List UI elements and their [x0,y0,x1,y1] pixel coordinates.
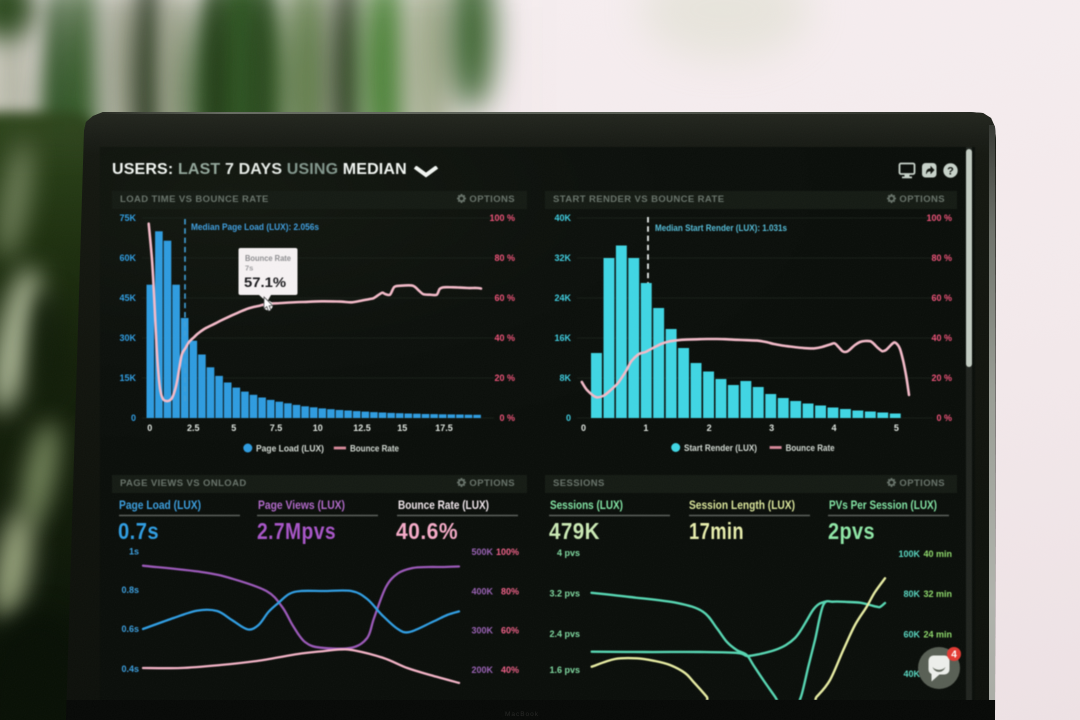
svg-text:40K: 40K [554,213,571,223]
svg-text:17.5: 17.5 [435,423,453,433]
svg-text:0: 0 [131,413,136,423]
svg-text:45K: 45K [119,293,136,303]
svg-text:0 %: 0 % [936,413,952,423]
svg-text:4: 4 [831,423,836,433]
svg-text:40%: 40% [501,665,519,675]
svg-text:80 %: 80 % [931,253,952,263]
svg-text:12.5: 12.5 [353,423,371,433]
svg-text:0.6s: 0.6s [121,624,139,634]
svg-text:32 min: 32 min [923,589,952,599]
svg-text:15: 15 [397,423,407,433]
svg-text:3.2 pvs: 3.2 pvs [549,589,580,599]
svg-text:100 %: 100 % [926,213,952,223]
svg-text:400K: 400K [471,587,493,597]
svg-text:500K: 500K [471,547,493,557]
svg-text:24 min: 24 min [923,630,952,640]
svg-text:60%: 60% [501,626,519,636]
svg-text:60K: 60K [119,253,136,263]
svg-text:100 %: 100 % [489,213,515,223]
svg-text:60 %: 60 % [931,293,952,303]
svg-text:Bounce Rate: Bounce Rate [786,443,835,454]
svg-text:2.7Mpvs: 2.7Mpvs [257,518,336,544]
svg-text:0: 0 [581,423,586,433]
svg-text:3: 3 [769,423,774,433]
svg-text:1.6 pvs: 1.6 pvs [549,665,580,675]
svg-text:80 %: 80 % [494,253,515,263]
svg-text:479K: 479K [549,518,600,544]
svg-text:1s: 1s [129,547,139,557]
svg-text:20 %: 20 % [931,373,952,383]
svg-text:0: 0 [566,413,571,423]
svg-text:Session Length (LUX): Session Length (LUX) [689,500,795,512]
svg-text:60K: 60K [903,630,920,640]
svg-text:2.5: 2.5 [187,423,200,433]
svg-text:100%: 100% [496,547,519,557]
svg-text:?: ? [947,165,954,177]
svg-text:20 %: 20 % [494,373,515,383]
svg-text:200K: 200K [471,665,493,675]
svg-text:100K: 100K [898,549,920,559]
svg-text:4 pvs: 4 pvs [557,548,580,558]
svg-text:40 %: 40 % [931,333,952,343]
svg-text:Bounce Rate (LUX): Bounce Rate (LUX) [398,500,489,512]
svg-text:Page Load (LUX): Page Load (LUX) [256,444,324,455]
svg-text:10: 10 [313,423,323,433]
svg-text:Page Views (LUX): Page Views (LUX) [258,500,345,512]
svg-text:80%: 80% [501,587,519,597]
svg-text:Bounce Rate: Bounce Rate [350,444,399,455]
svg-text:Start Render (LUX): Start Render (LUX) [684,443,757,454]
svg-text:17min: 17min [689,518,744,544]
svg-text:5: 5 [894,423,899,433]
svg-text:Median Page Load (LUX): 2.056s: Median Page Load (LUX): 2.056s [191,222,319,233]
svg-text:5: 5 [231,423,236,433]
svg-text:40 %: 40 % [494,333,515,343]
svg-text:PVs Per Session (LUX): PVs Per Session (LUX) [829,500,937,512]
svg-text:2pvs: 2pvs [828,518,875,544]
svg-text:Page Load (LUX): Page Load (LUX) [119,500,201,512]
svg-text:4: 4 [951,650,957,661]
svg-text:Median Start Render (LUX): 1.0: Median Start Render (LUX): 1.031s [655,223,787,234]
svg-text:57.1%: 57.1% [244,275,286,290]
svg-text:75K: 75K [119,213,136,223]
svg-text:30K: 30K [119,333,136,343]
svg-text:8K: 8K [559,373,571,383]
svg-text:80K: 80K [903,589,920,599]
svg-text:2.4 pvs: 2.4 pvs [549,629,580,639]
svg-text:15K: 15K [119,373,136,383]
svg-text:0.4s: 0.4s [121,664,139,674]
svg-text:0 %: 0 % [499,413,515,423]
svg-text:40.6%: 40.6% [396,518,458,544]
svg-text:7s: 7s [245,264,253,273]
svg-text:300K: 300K [471,626,493,636]
svg-text:1: 1 [643,423,648,433]
svg-text:Sessions (LUX): Sessions (LUX) [550,500,623,512]
svg-text:2: 2 [707,423,712,433]
svg-text:0: 0 [147,423,152,433]
svg-text:Bounce Rate: Bounce Rate [245,254,292,263]
svg-text:40 min: 40 min [923,549,952,559]
svg-text:7.5: 7.5 [270,423,283,433]
svg-text:60 %: 60 % [494,293,515,303]
svg-text:24K: 24K [554,293,571,303]
svg-text:0.8s: 0.8s [121,585,139,595]
svg-text:16K: 16K [554,333,571,343]
svg-text:0.7s: 0.7s [118,518,159,544]
svg-text:32K: 32K [554,253,571,263]
